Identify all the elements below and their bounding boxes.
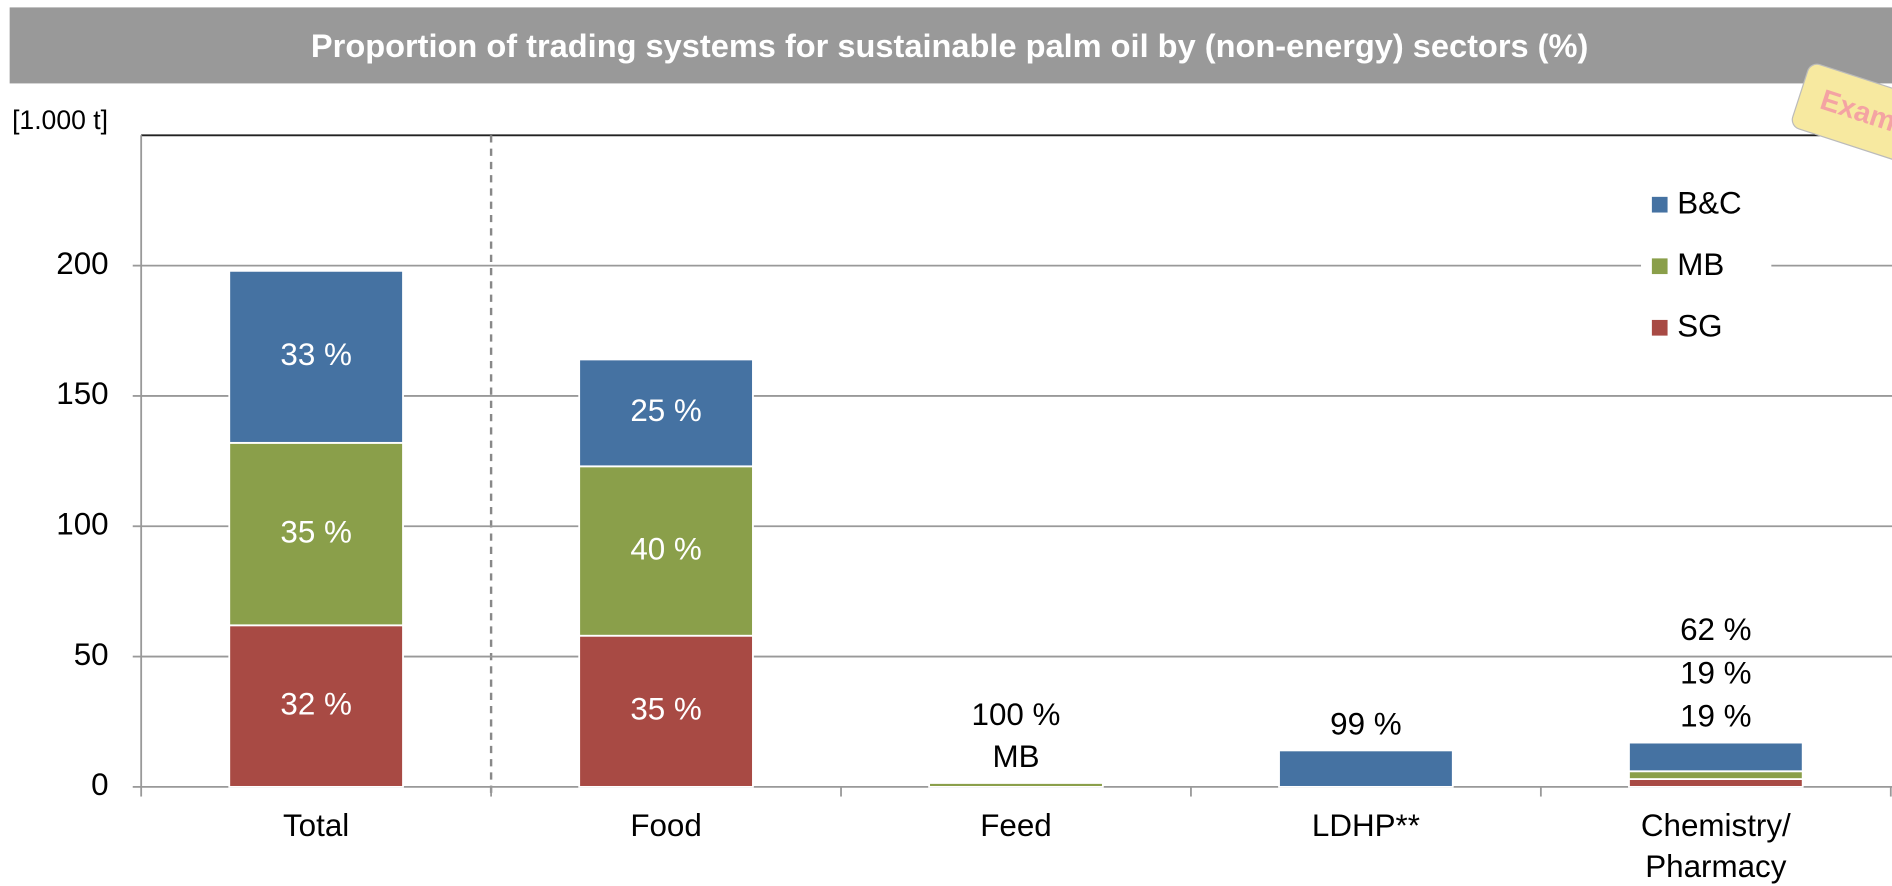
legend-swatch: [1652, 197, 1668, 213]
legend-label: SG: [1677, 309, 1722, 344]
y-tick-label: 100: [56, 507, 108, 542]
chart-title: Proportion of trading systems for sustai…: [311, 28, 1588, 64]
chart: Proportion of trading systems for sustai…: [0, 0, 1892, 886]
bar-segment: [1279, 750, 1453, 786]
share-label: 32 %: [280, 686, 351, 721]
x-tick-label: LDHP**: [1312, 808, 1420, 843]
x-tick-label-line: Chemistry/: [1641, 808, 1791, 843]
bar-segment: [929, 783, 1103, 787]
legend-swatch: [1652, 320, 1668, 336]
y-axis-label: [1.000 t]: [12, 105, 108, 135]
share-label: 33 %: [280, 337, 351, 372]
share-label: 19 %: [1680, 699, 1751, 734]
share-label: 40 %: [630, 531, 701, 566]
x-tick-label-line: Pharmacy: [1645, 849, 1786, 884]
share-label: 35 %: [280, 514, 351, 549]
bar-segment: [1629, 771, 1803, 779]
bar-segment: [1629, 779, 1803, 787]
share-label: 99 %: [1330, 707, 1401, 742]
y-tick-label: 150: [56, 376, 108, 411]
legend-label: B&C: [1677, 186, 1741, 221]
x-tick-label: Feed: [980, 808, 1051, 843]
legend-swatch: [1652, 258, 1668, 274]
share-label: 19 %: [1680, 655, 1751, 690]
page: {"chart_data": { "type": "bar", "stacked…: [0, 0, 1892, 886]
share-label: 25 %: [630, 393, 701, 428]
share-label: 35 %: [630, 692, 701, 727]
share-label: 62 %: [1680, 612, 1751, 647]
y-tick-label: 200: [56, 246, 108, 281]
y-tick-label: 0: [91, 767, 108, 802]
bar-segment: [1629, 743, 1803, 772]
x-tick-label: Total: [283, 808, 349, 843]
x-tick-label: Chemistry/Pharmacy: [1641, 808, 1791, 884]
share-label: 100 %: [972, 697, 1061, 732]
note: MB: [992, 739, 1039, 774]
y-tick-label: 50: [74, 637, 109, 672]
x-tick-label: Food: [630, 808, 701, 843]
legend-label: MB: [1677, 247, 1724, 282]
